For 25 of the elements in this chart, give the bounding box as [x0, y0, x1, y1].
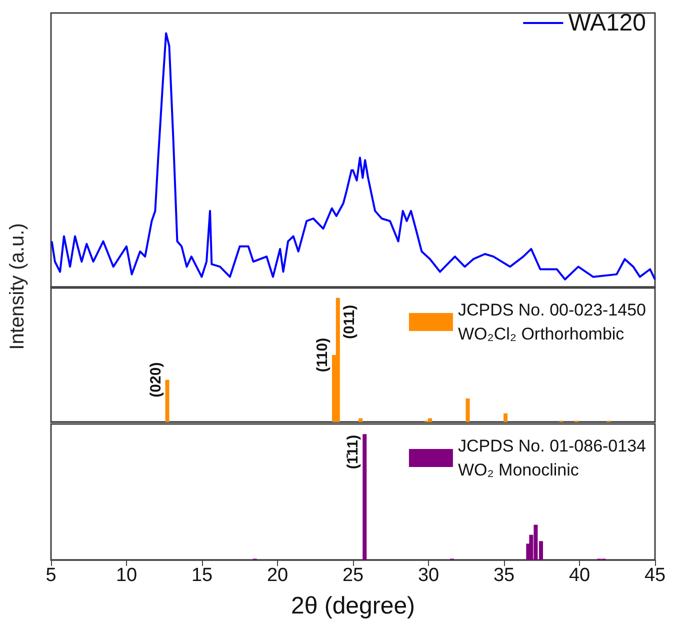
legend-label: WA120: [568, 10, 646, 36]
y-axis-title: Intensity (a.u.): [6, 222, 30, 352]
bar: [504, 413, 508, 422]
annotation: (020): [147, 362, 164, 398]
x-tick-label: 30: [418, 565, 440, 586]
x-tick-label: 35: [493, 565, 515, 586]
bar: [165, 380, 170, 422]
bar: [336, 298, 340, 422]
bar: [466, 398, 470, 422]
legend-label: JCPDS No. 01-086-0134 WO₂ Monoclinic: [458, 436, 646, 480]
bar: [428, 418, 432, 422]
x-tick-label: 45: [644, 565, 666, 586]
x-tick-label: 20: [266, 565, 288, 586]
legend-label: JCPDS No. 00-023-1450 WO₂Cl₂ Orthorhombic: [458, 300, 646, 344]
x-axis-title: 2θ (degree): [290, 592, 416, 620]
bar: [358, 418, 363, 422]
x-tick-label: 5: [46, 565, 56, 586]
bar: [362, 434, 367, 560]
annotation: (110): [314, 338, 331, 372]
x-tick-label: 40: [568, 565, 590, 586]
annotation: (1̄11): [344, 434, 362, 470]
x-tick-label: 15: [191, 565, 213, 586]
x-tick-label: 10: [116, 565, 138, 586]
annotation: (011): [340, 304, 358, 340]
x-tick-label: 25: [342, 565, 364, 586]
